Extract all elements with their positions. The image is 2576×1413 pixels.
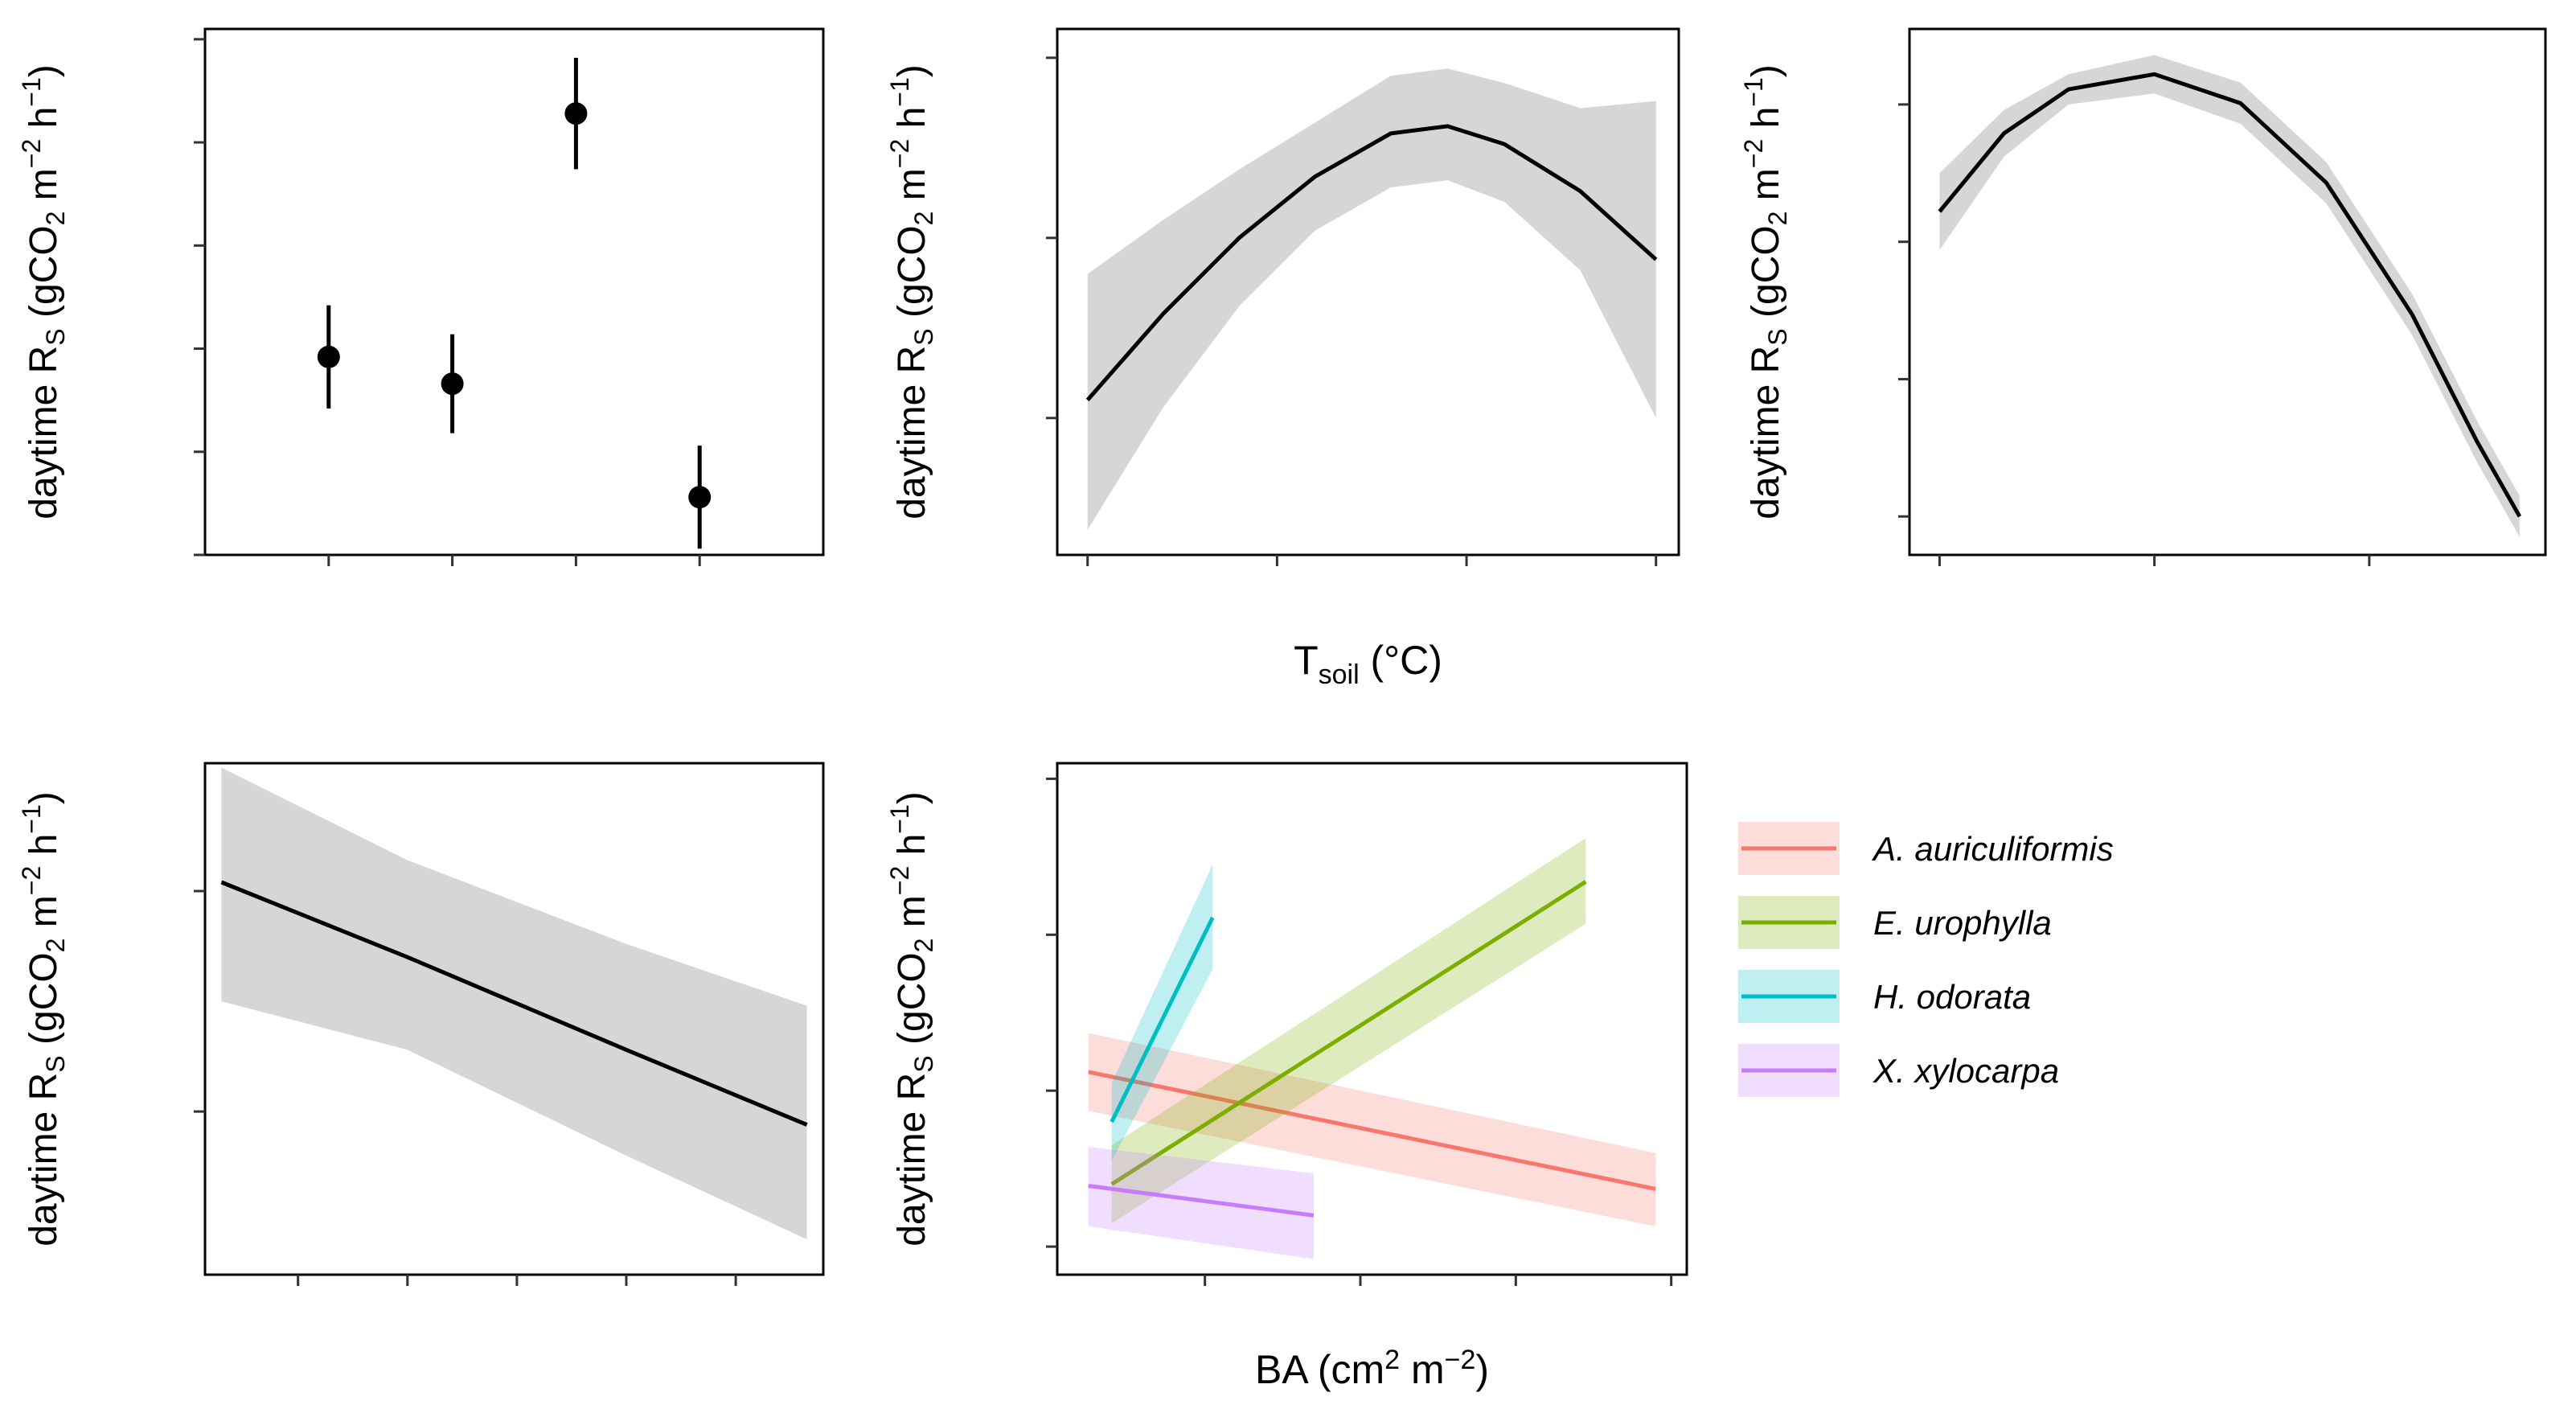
- label-part: daytime R: [891, 1073, 933, 1247]
- label-part: daytime R: [23, 1073, 65, 1247]
- legend: A. auriculiformis E. urophylla H. odorat…: [1738, 822, 2114, 1097]
- label-part: ): [891, 64, 933, 77]
- label-part: m: [1400, 1347, 1445, 1392]
- label-part: S: [41, 1055, 70, 1072]
- fit-line-x-xylocarpa: [1088, 1184, 1315, 1218]
- label-part: daytime R: [891, 346, 933, 520]
- ribbon-x-xylocarpa: [1088, 1147, 1314, 1259]
- label-part: (gCO: [891, 225, 933, 328]
- panel-d-border: [203, 762, 825, 1276]
- label-part: S: [909, 328, 938, 345]
- confidence-ribbon: [1087, 68, 1656, 530]
- label-part: −1: [885, 804, 914, 833]
- label-part: h: [1745, 107, 1787, 139]
- label-part: (gCO: [23, 952, 65, 1055]
- confidence-ribbon: [1939, 55, 2520, 537]
- y-axis-label-a: daytime RS (gCO2 m−2 h−1): [17, 64, 70, 520]
- label-part: S: [1763, 328, 1792, 345]
- label-part: m: [891, 168, 933, 211]
- label-part: −2: [17, 139, 46, 168]
- legend-label-h-odorata: H. odorata: [1873, 978, 2031, 1016]
- fit-line-h-odorata: [1110, 916, 1215, 1123]
- label-part: h: [891, 834, 933, 866]
- label-part: (gCO: [1745, 225, 1787, 328]
- label-part: ): [23, 791, 65, 804]
- label-part: 2: [909, 939, 938, 953]
- label-part: −2: [885, 139, 914, 168]
- label-part: m: [23, 168, 65, 211]
- label-part: 2: [41, 939, 70, 953]
- label-part: −1: [1739, 77, 1768, 106]
- label-part: ): [891, 791, 933, 804]
- label-part: daytime R: [1745, 346, 1787, 520]
- fit-line: [1938, 72, 2522, 518]
- panel-a: daytime RS (gCO2 m−2 h−1): [17, 27, 825, 566]
- y-axis-label-e: daytime RS (gCO2 m−2 h−1): [885, 791, 938, 1247]
- label-part: 2: [909, 212, 938, 226]
- panel-b: daytime RS (gCO2 m−2 h−1) Tsoil (°C): [885, 27, 1680, 690]
- label-part: 2: [1384, 1345, 1400, 1375]
- panel-d: daytime RS (gCO2 m−2 h−1): [17, 762, 825, 1286]
- panel-a-border: [203, 27, 825, 557]
- label-part: −1: [17, 804, 46, 833]
- fit-line-e-urophylla: [1110, 880, 1587, 1186]
- label-part: ): [1745, 64, 1787, 77]
- label-part: −2: [1445, 1345, 1476, 1375]
- label-part: BA (cm: [1255, 1347, 1384, 1392]
- panel-e: daytime RS (gCO2 m−2 h−1)BA (cm2 m−2): [885, 762, 1688, 1392]
- label-part: m: [891, 895, 933, 938]
- label-part: 2: [1763, 212, 1792, 226]
- label-part: S: [41, 328, 70, 345]
- label-part: m: [23, 895, 65, 938]
- data-point: [564, 102, 588, 125]
- x-axis-label-e: BA (cm2 m−2): [1255, 1345, 1489, 1392]
- panel-b-border: [1056, 27, 1680, 557]
- label-part: h: [23, 834, 65, 866]
- label-part: h: [891, 107, 933, 139]
- label-part: −1: [17, 77, 46, 106]
- ribbon-h-odorata: [1111, 865, 1213, 1161]
- data-point: [317, 345, 340, 368]
- label-part: ): [1475, 1347, 1489, 1392]
- y-axis-label-c: daytime RS (gCO2 m−2 h−1): [1739, 64, 1792, 520]
- label-part: 2: [41, 212, 70, 226]
- panel-c: daytime RS (gCO2 m−2 h−1): [1739, 27, 2547, 566]
- fit-line: [220, 880, 808, 1127]
- label-part: m: [1745, 168, 1787, 211]
- label-part: −2: [17, 866, 46, 895]
- label-part: T: [1294, 638, 1319, 683]
- legend-label-x-xylocarpa: X. xylocarpa: [1873, 1052, 2059, 1090]
- label-part: daytime R: [23, 346, 65, 520]
- label-part: −1: [885, 77, 914, 106]
- legend-label-a-auriculiformis: A. auriculiformis: [1871, 830, 2114, 868]
- data-point: [688, 486, 712, 509]
- label-part: (gCO: [23, 225, 65, 328]
- y-axis-label-b: daytime RS (gCO2 m−2 h−1): [885, 64, 938, 520]
- label-part: −2: [885, 866, 914, 895]
- fit-line-a-auriculiformis: [1088, 1070, 1656, 1191]
- fit-line: [1085, 124, 1658, 402]
- x-axis-label-b: Tsoil (°C): [1294, 638, 1442, 690]
- label-part: soil: [1319, 659, 1360, 690]
- label-part: ): [23, 64, 65, 77]
- label-part: h: [23, 107, 65, 139]
- label-part: (°C): [1360, 638, 1442, 683]
- label-part: S: [909, 1055, 938, 1072]
- data-point: [441, 372, 464, 396]
- label-part: (gCO: [891, 952, 933, 1055]
- y-axis-label-d: daytime RS (gCO2 m−2 h−1): [17, 791, 70, 1247]
- panel-e-border: [1056, 762, 1688, 1276]
- legend-label-e-urophylla: E. urophylla: [1873, 904, 2052, 942]
- panel-c-border: [1908, 27, 2547, 557]
- label-part: −2: [1739, 139, 1768, 168]
